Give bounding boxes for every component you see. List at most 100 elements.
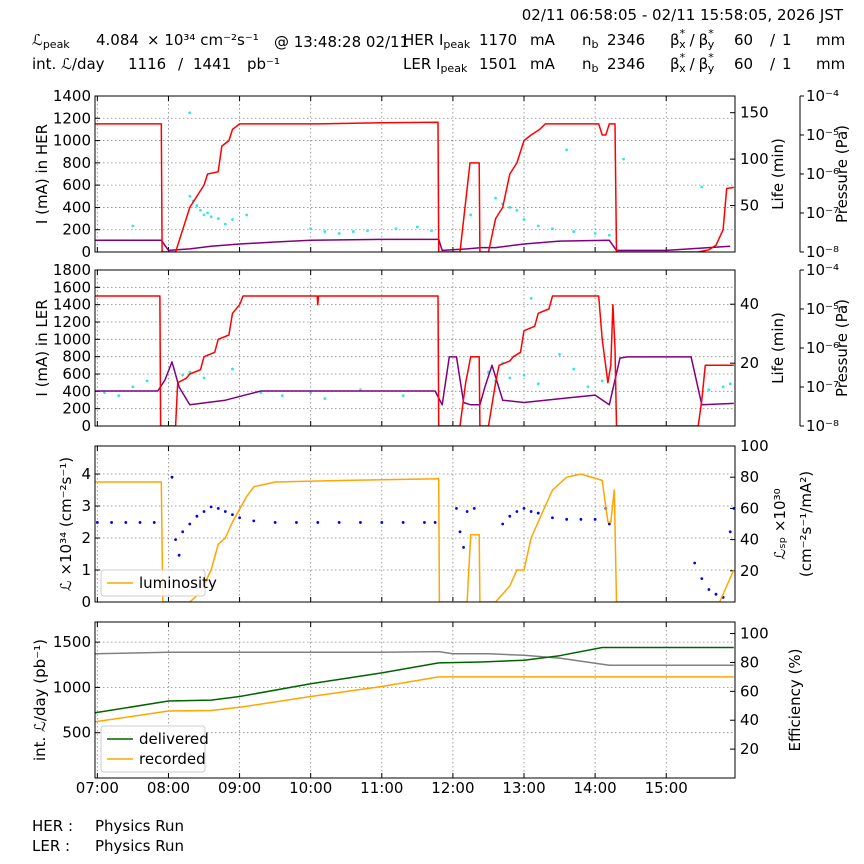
data-point bbox=[579, 517, 583, 521]
slash: / bbox=[690, 55, 696, 73]
plot-frame bbox=[94, 269, 736, 427]
data-point bbox=[131, 224, 135, 228]
ring-label: LER Ipeak bbox=[403, 55, 468, 75]
x-tick-label: 08:00 bbox=[147, 779, 190, 797]
series-line bbox=[95, 473, 735, 602]
data-point bbox=[401, 394, 405, 398]
plot-frame bbox=[94, 621, 736, 779]
y2-axis-label: Life (min) bbox=[769, 312, 787, 384]
y3-tick-label: 10⁻⁸ bbox=[806, 417, 839, 435]
data-point bbox=[309, 391, 313, 395]
int-recorded: 1116 bbox=[128, 55, 166, 73]
sub: y bbox=[708, 38, 715, 51]
x-tick-label: 14:00 bbox=[574, 779, 617, 797]
y2-axis-label: (cm⁻²s⁻¹/mA²) bbox=[797, 471, 815, 577]
data-point bbox=[565, 148, 569, 152]
y-tick-label: 1000 bbox=[53, 330, 91, 348]
data-point bbox=[700, 577, 704, 580]
data-point bbox=[366, 229, 369, 233]
beta-label: β* x / β* y bbox=[670, 51, 715, 75]
y2-tick-label: 20 bbox=[740, 562, 759, 580]
legend-box bbox=[100, 725, 206, 773]
data-point bbox=[177, 553, 181, 557]
data-point bbox=[295, 521, 298, 524]
y-tick-label: 1200 bbox=[53, 109, 91, 127]
y-tick-label: 3 bbox=[81, 497, 91, 515]
data-point bbox=[728, 530, 732, 534]
y-tick-label: 600 bbox=[62, 176, 91, 194]
data-point bbox=[231, 218, 234, 221]
x-tick-label: 09:00 bbox=[218, 779, 261, 797]
y2-axis-label: Efficiency (%) bbox=[786, 649, 804, 752]
label: n bbox=[582, 55, 592, 73]
legend: luminosity bbox=[100, 569, 217, 597]
sup: * bbox=[680, 51, 686, 64]
plot-frame bbox=[94, 95, 736, 253]
y2-tick-label: 20 bbox=[740, 740, 759, 758]
beta-sep: / bbox=[770, 55, 776, 73]
y-tick-label: 400 bbox=[62, 382, 91, 400]
data-point bbox=[607, 522, 611, 526]
plot-area bbox=[95, 111, 734, 252]
lumi-unit: × 10³⁴ cm⁻²s⁻¹ bbox=[147, 31, 259, 49]
data-point bbox=[152, 521, 156, 524]
data-point bbox=[170, 475, 174, 479]
y2-tick-label: 40 bbox=[740, 711, 759, 729]
y-axis-label: I (mA) in LER bbox=[33, 299, 51, 396]
series-line bbox=[95, 650, 734, 667]
y-tick-label: 1400 bbox=[53, 87, 91, 105]
data-point bbox=[238, 516, 241, 520]
beta: β bbox=[699, 31, 709, 49]
data-point bbox=[216, 507, 220, 510]
data-point bbox=[423, 521, 426, 524]
data-point bbox=[536, 224, 540, 228]
y-tick-label: 2 bbox=[81, 529, 91, 547]
data-point bbox=[529, 296, 533, 300]
subscript: b bbox=[592, 38, 599, 51]
subscript: b bbox=[592, 62, 599, 75]
y2-tick-label: 20 bbox=[740, 354, 759, 372]
x-tick-label: 07:00 bbox=[76, 779, 119, 797]
series-line bbox=[95, 646, 734, 714]
y2-tick-label: 40 bbox=[740, 295, 759, 313]
subscript: peak bbox=[443, 38, 470, 51]
legend: delivered recorded bbox=[100, 725, 209, 773]
data-point bbox=[529, 510, 533, 513]
y-tick-label: 600 bbox=[62, 365, 91, 383]
data-point bbox=[707, 388, 711, 392]
time-range: 02/11 06:58:05 - 02/11 15:58:05, 2026 JS… bbox=[522, 6, 844, 24]
data-point bbox=[138, 521, 142, 524]
y-tick-label: 1800 bbox=[53, 261, 91, 279]
data-point bbox=[469, 213, 473, 217]
plot-area bbox=[95, 646, 734, 723]
int-lumi-label: int. ℒ/day bbox=[32, 55, 105, 73]
data-point bbox=[458, 530, 462, 534]
data-point bbox=[245, 213, 249, 217]
data-point bbox=[199, 208, 202, 212]
legend-label: recorded bbox=[139, 750, 206, 768]
data-point bbox=[465, 510, 469, 513]
beta-y: 1 bbox=[782, 55, 792, 73]
data-point bbox=[728, 382, 732, 386]
y2-tick-label: 100 bbox=[740, 625, 769, 643]
data-point bbox=[188, 522, 192, 526]
data-point bbox=[209, 505, 213, 509]
y3-axis-label: Pressure (Pa) bbox=[833, 125, 851, 223]
int-unit: pb⁻¹ bbox=[247, 55, 280, 73]
data-point bbox=[522, 373, 526, 377]
plot-area bbox=[95, 473, 735, 602]
y2-tick-label: 150 bbox=[740, 104, 769, 122]
data-point bbox=[462, 546, 465, 549]
data-point bbox=[359, 521, 362, 524]
data-point bbox=[223, 222, 227, 226]
y2-axis-label: Life (min) bbox=[769, 138, 787, 210]
y-axis-label: int. ℒ/day (pb⁻¹) bbox=[31, 639, 49, 761]
current-unit: mA bbox=[530, 55, 556, 73]
data-point bbox=[515, 510, 519, 513]
y-tick-label: 1200 bbox=[53, 313, 91, 331]
y3-tick-label: 10⁻⁷ bbox=[806, 204, 839, 222]
x-tick-label: 15:00 bbox=[645, 779, 688, 797]
data-point bbox=[231, 367, 234, 371]
